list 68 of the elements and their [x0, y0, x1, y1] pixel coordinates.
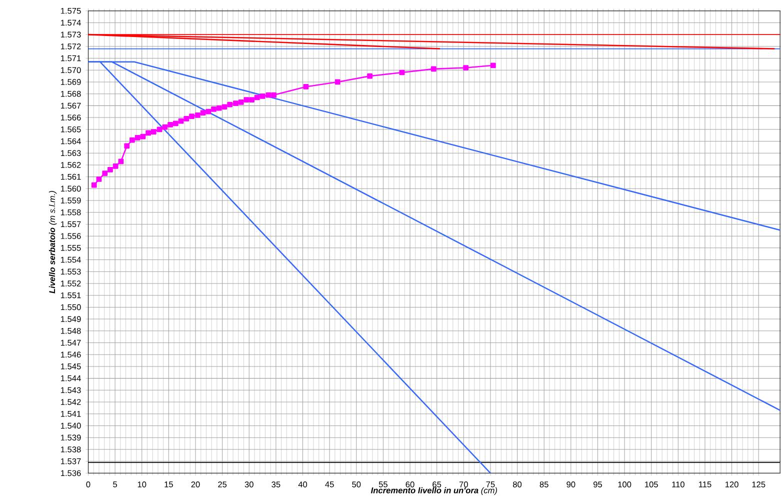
y-tick-label: 1.571 — [61, 56, 81, 62]
y-tick-label: 1.537 — [61, 458, 81, 464]
y-axis-title: Livello serbatoio (m s.l.m.) — [48, 191, 57, 294]
x-tick-label: 100 — [618, 482, 632, 488]
x-tick-label: 125 — [752, 482, 766, 488]
y-tick-label: 1.545 — [61, 364, 81, 370]
x-tick-label: 120 — [725, 482, 738, 488]
y-tick-label: 1.565 — [61, 126, 81, 133]
y-tick-label: 1.570 — [61, 67, 81, 74]
y-tick-label: 1.547 — [61, 340, 81, 346]
x-axis-title: Incremento livello in un'ora (cm) — [370, 487, 497, 496]
y-tick-label: 1.575 — [61, 8, 81, 14]
x-tick-label: 70 — [459, 482, 468, 488]
x-tick-label: 105 — [645, 482, 658, 488]
x-tick-label: 75 — [486, 482, 495, 488]
x-tick-label: 5 — [113, 482, 118, 488]
y-tick-label: 1.551 — [61, 292, 81, 298]
x-tick-label: 35 — [272, 482, 280, 488]
y-tick-label: 1.541 — [61, 411, 81, 417]
x-tick-label: 10 — [138, 482, 146, 488]
y-tick-label: 1.544 — [61, 376, 81, 382]
x-tick-label: 110 — [672, 482, 684, 488]
y-tick-label: 1.572 — [61, 44, 81, 50]
y-tick-label: 1.573 — [61, 32, 81, 38]
x-tick-label: 65 — [432, 482, 442, 488]
y-tick-label: 1.554 — [61, 257, 81, 263]
x-tick-label: 90 — [566, 482, 576, 488]
y-tick-label: 1.553 — [61, 268, 81, 275]
x-tick-label: 55 — [378, 482, 388, 488]
y-tick-label: 1.548 — [61, 328, 81, 334]
y-tick-label: 1.567 — [61, 102, 81, 109]
y-tick-label: 1.536 — [61, 470, 81, 476]
y-tick-label: 1.569 — [61, 79, 81, 86]
y-tick-label: 1.550 — [61, 304, 81, 310]
x-tick-label: 20 — [191, 482, 200, 488]
y-tick-label: 1.555 — [61, 245, 81, 252]
x-tick-label: 95 — [593, 482, 602, 488]
x-tick-label: 0 — [86, 482, 90, 488]
x-tick-label: 50 — [352, 482, 361, 488]
x-tick-label: 80 — [513, 482, 522, 488]
y-tick-label: 1.549 — [61, 316, 81, 322]
x-tick-label: 40 — [298, 482, 308, 488]
x-tick-label: 85 — [540, 482, 548, 488]
y-tick-label: 1.561 — [61, 174, 81, 180]
y-tick-label: 1.563 — [61, 150, 81, 156]
y-tick-label: 1.538 — [61, 446, 81, 453]
y-tick-label: 1.560 — [61, 186, 81, 192]
y-tick-label: 1.556 — [61, 233, 81, 240]
y-tick-label: 1.546 — [61, 352, 81, 358]
y-tick-label: 1.562 — [61, 162, 81, 168]
y-tick-label: 1.566 — [61, 114, 81, 121]
x-tick-label: 60 — [406, 482, 414, 488]
y-tick-label: 1.568 — [61, 91, 81, 97]
x-tick-label: 30 — [244, 482, 254, 488]
y-tick-label: 1.564 — [61, 138, 81, 144]
y-tick-label: 1.558 — [61, 210, 81, 216]
y-tick-label: 1.574 — [61, 20, 81, 26]
x-tick-label: 15 — [164, 482, 173, 488]
y-tick-label: 1.540 — [61, 423, 81, 429]
y-tick-label: 1.552 — [61, 280, 81, 287]
y-tick-label: 1.557 — [61, 222, 81, 228]
x-tick-label: 115 — [698, 482, 712, 488]
x-tick-label: 25 — [218, 482, 227, 488]
y-tick-label: 1.559 — [61, 198, 81, 204]
y-tick-label: 1.542 — [61, 399, 81, 406]
x-tick-label: 45 — [325, 482, 334, 488]
y-tick-label: 1.543 — [61, 387, 81, 394]
y-tick-label: 1.539 — [61, 434, 81, 441]
